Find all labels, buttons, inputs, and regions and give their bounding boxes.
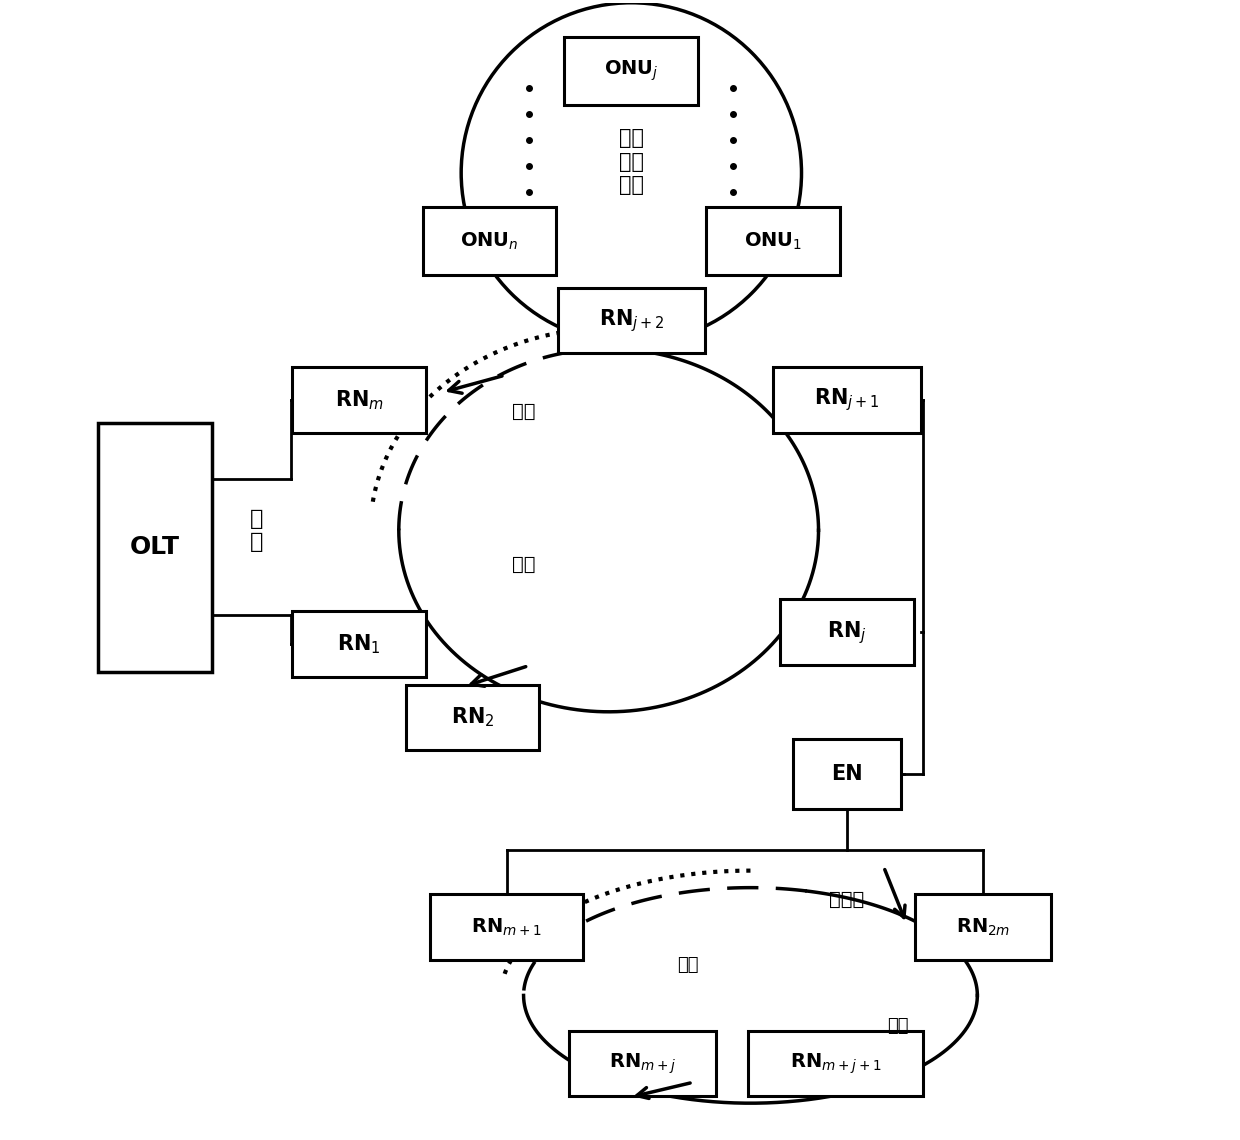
Text: 主
环: 主 环 [250, 508, 264, 552]
Bar [98, 423, 212, 673]
Text: 上行: 上行 [677, 955, 699, 974]
Bar [293, 367, 427, 433]
Text: OLT: OLT [130, 536, 180, 560]
Bar [405, 685, 539, 750]
Bar [748, 1031, 924, 1097]
Text: RN$_{m+j}$: RN$_{m+j}$ [609, 1051, 676, 1076]
Text: 最后
一公
里环: 最后 一公 里环 [619, 129, 644, 195]
Bar [780, 600, 914, 666]
Text: RN$_j$: RN$_j$ [827, 619, 867, 645]
Text: ONU$_j$: ONU$_j$ [604, 58, 658, 83]
Text: EN: EN [831, 764, 863, 784]
Text: 次级环: 次级环 [830, 889, 864, 909]
Text: RN$_m$: RN$_m$ [335, 388, 383, 412]
Bar [293, 611, 427, 677]
Text: 下行: 下行 [512, 401, 536, 421]
Text: RN$_2$: RN$_2$ [450, 706, 495, 730]
Text: RN$_{2m}$: RN$_{2m}$ [956, 917, 1011, 938]
Bar [794, 739, 900, 809]
Text: RN$_1$: RN$_1$ [337, 632, 381, 656]
Text: RN$_{j+2}$: RN$_{j+2}$ [599, 307, 665, 334]
Text: 下行: 下行 [887, 1017, 909, 1035]
Text: RN$_{m+j+1}$: RN$_{m+j+1}$ [790, 1051, 882, 1076]
Text: RN$_{j+1}$: RN$_{j+1}$ [815, 386, 879, 413]
Bar [423, 207, 557, 275]
Text: 上行: 上行 [512, 555, 536, 573]
Text: ONU$_n$: ONU$_n$ [460, 230, 518, 252]
Text: RN$_{m+1}$: RN$_{m+1}$ [471, 917, 542, 938]
Bar [564, 36, 698, 105]
Bar [569, 1031, 717, 1097]
Bar [558, 287, 706, 353]
Bar [774, 367, 920, 433]
Text: ONU$_1$: ONU$_1$ [744, 230, 802, 252]
Bar [915, 895, 1052, 960]
Bar [430, 895, 583, 960]
Bar [707, 207, 839, 275]
